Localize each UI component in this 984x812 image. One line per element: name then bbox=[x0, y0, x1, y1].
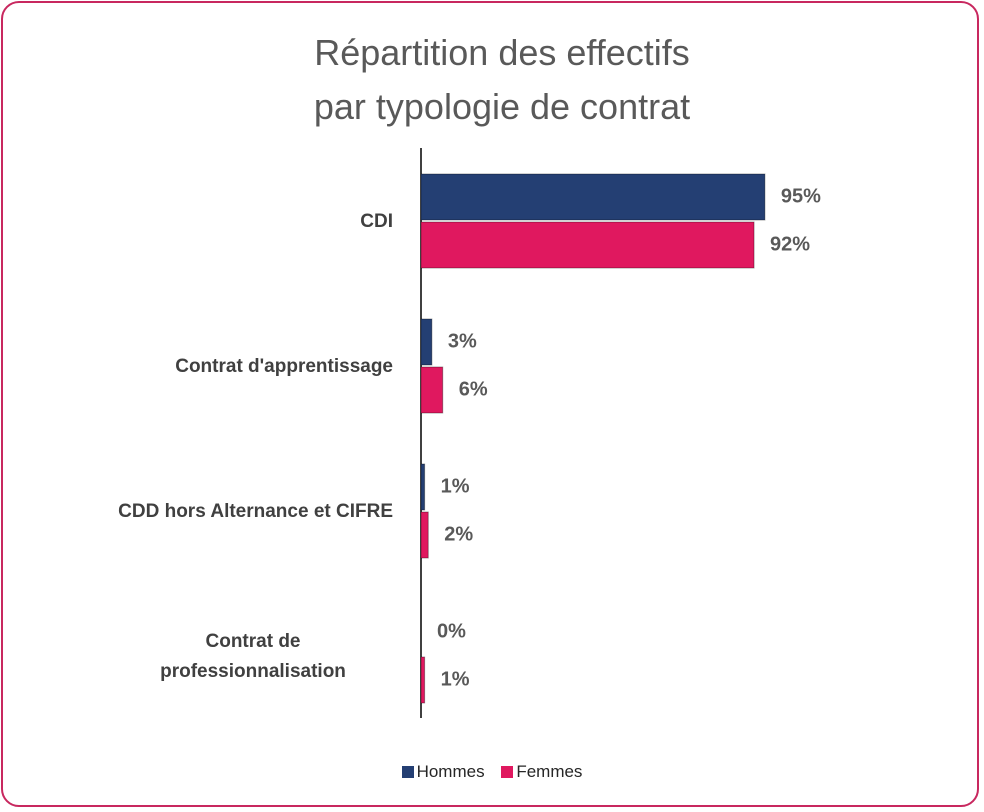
category-label: CDD hors Alternance et CIFRE bbox=[118, 501, 393, 522]
bar bbox=[420, 366, 444, 414]
legend: Hommes Femmes bbox=[0, 762, 984, 783]
category-label: Contrat de professionnalisation bbox=[160, 631, 346, 682]
category-label: Contrat d'apprentissage bbox=[175, 356, 393, 377]
value-label: 1% bbox=[441, 668, 470, 690]
legend-item: Femmes bbox=[501, 762, 582, 782]
bar bbox=[420, 173, 766, 221]
value-label: 92% bbox=[770, 233, 810, 255]
bar bbox=[420, 318, 433, 366]
chart-title: Répartition des effectifs par typologie … bbox=[313, 32, 691, 127]
bar bbox=[420, 656, 426, 704]
value-label: 2% bbox=[444, 523, 473, 545]
legend-item: Hommes bbox=[401, 762, 485, 782]
legend-swatch bbox=[501, 766, 514, 778]
value-label: 1% bbox=[441, 475, 470, 497]
legend-swatch bbox=[401, 766, 414, 778]
value-label: 6% bbox=[459, 378, 488, 400]
bar bbox=[420, 511, 429, 559]
bar bbox=[420, 463, 426, 511]
value-label: 95% bbox=[781, 185, 821, 207]
value-label: 3% bbox=[448, 330, 477, 352]
category-label: CDI bbox=[360, 211, 393, 232]
value-label: 0% bbox=[437, 620, 466, 642]
bar bbox=[420, 221, 755, 269]
legend-label: Hommes bbox=[416, 762, 485, 781]
legend-label: Femmes bbox=[516, 762, 583, 781]
